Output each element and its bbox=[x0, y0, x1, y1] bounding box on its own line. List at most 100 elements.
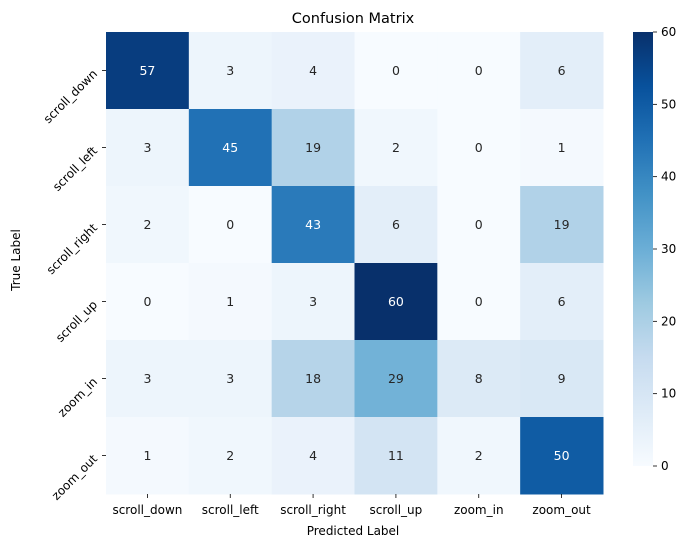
cell-value-label: 50 bbox=[554, 448, 570, 463]
y-axis-ticks: scroll_down scroll_left scroll_rightscroll… bbox=[41, 67, 106, 503]
cell-value-label: 2 bbox=[226, 448, 234, 463]
heatmap-cell bbox=[520, 186, 604, 264]
cell-value-label: 29 bbox=[388, 371, 404, 386]
x-tick-label: zoom_out bbox=[532, 503, 591, 517]
cell-value-label: 1 bbox=[143, 448, 151, 463]
heatmap-cell bbox=[437, 32, 521, 110]
cell-value-label: 3 bbox=[143, 371, 151, 386]
heatmap-cell bbox=[520, 109, 604, 187]
x-tick-label: scroll_down bbox=[112, 503, 182, 517]
x-axis-ticks: scroll_down scroll_left scroll_right scroll… bbox=[112, 494, 591, 517]
cell-value-label: 2 bbox=[475, 448, 483, 463]
cell-value-label: 0 bbox=[475, 63, 483, 78]
heatmap-cell bbox=[520, 417, 604, 495]
cell-value-label: 2 bbox=[143, 217, 151, 232]
heatmap-cell bbox=[354, 417, 438, 495]
heatmap-cell bbox=[188, 417, 273, 495]
heatmap-cell bbox=[437, 186, 521, 264]
heatmap-cell bbox=[437, 109, 521, 187]
x-tick-label: scroll_up bbox=[370, 503, 423, 517]
heatmap-cell bbox=[106, 263, 190, 341]
cell-value-label: 11 bbox=[388, 448, 404, 463]
heatmap-cell bbox=[520, 263, 604, 341]
cell-value-label: 19 bbox=[305, 140, 321, 155]
heatmap-cell bbox=[271, 263, 355, 341]
heatmap-cell bbox=[520, 32, 604, 110]
heatmap-cells bbox=[106, 32, 604, 495]
heatmap-cell bbox=[188, 340, 273, 418]
colorbar-tick-label: 60 bbox=[661, 25, 676, 39]
cell-value-label: 0 bbox=[475, 140, 483, 155]
heatmap-cell bbox=[106, 417, 190, 495]
x-tick-label: scroll_left bbox=[202, 503, 259, 517]
heatmap-cell bbox=[188, 186, 273, 264]
colorbar-tick-label: 0 bbox=[661, 459, 669, 473]
cell-value-label: 57 bbox=[139, 63, 155, 78]
cell-value-label: 2 bbox=[392, 140, 400, 155]
heatmap-cell bbox=[354, 263, 438, 341]
cell-value-label: 0 bbox=[392, 63, 400, 78]
y-tick-label: scroll_right bbox=[44, 221, 101, 278]
y-tick-label: scroll_left bbox=[50, 144, 100, 194]
heatmap-cell bbox=[354, 109, 438, 187]
colorbar-tick-label: 10 bbox=[661, 387, 676, 401]
cell-value-label: 4 bbox=[309, 63, 317, 78]
heatmap-cell bbox=[520, 340, 604, 418]
heatmap-cell bbox=[271, 32, 355, 110]
cell-value-labels: 57 3 4 0 0 63 45 19 2 0 12 0 43 6 0 190 1 3 60 0 63 3 18 29 8 91 2… bbox=[139, 63, 569, 463]
cell-value-label: 9 bbox=[558, 371, 566, 386]
colorbar-ticks: 0 10 20 30 40 50 60 bbox=[653, 25, 676, 473]
cell-value-label: 6 bbox=[392, 217, 400, 232]
cell-value-label: 60 bbox=[388, 294, 404, 309]
heatmap-cell bbox=[188, 109, 273, 187]
cell-value-label: 0 bbox=[226, 217, 234, 232]
y-tick-label: scroll_down bbox=[41, 67, 100, 126]
heatmap-cell bbox=[188, 263, 273, 341]
cell-value-label: 3 bbox=[226, 371, 234, 386]
cell-value-label: 1 bbox=[226, 294, 234, 309]
cell-value-label: 3 bbox=[226, 63, 234, 78]
heatmap-cell bbox=[271, 186, 355, 264]
cell-value-label: 19 bbox=[554, 217, 570, 232]
x-tick-label: zoom_in bbox=[454, 503, 504, 517]
x-axis-label: Predicted Label bbox=[307, 524, 400, 538]
heatmap-cell bbox=[354, 32, 438, 110]
cell-value-label: 0 bbox=[475, 217, 483, 232]
heatmap-cell bbox=[271, 417, 355, 495]
heatmap-cell bbox=[106, 109, 190, 187]
cell-value-label: 18 bbox=[305, 371, 321, 386]
y-tick-label: scroll_up bbox=[53, 298, 100, 345]
heatmap-cell bbox=[354, 186, 438, 264]
heatmap-cell bbox=[106, 32, 190, 110]
colorbar-tick-label: 30 bbox=[661, 242, 676, 256]
cell-value-label: 43 bbox=[305, 217, 321, 232]
heatmap-cell bbox=[271, 109, 355, 187]
heatmap-cell bbox=[188, 32, 273, 110]
heatmap-cell bbox=[437, 340, 521, 418]
cell-value-label: 6 bbox=[558, 294, 566, 309]
colorbar-gradient bbox=[633, 32, 653, 466]
cell-value-label: 45 bbox=[222, 140, 238, 155]
heatmap-cell bbox=[106, 340, 190, 418]
colorbar-tick-label: 50 bbox=[661, 97, 676, 111]
heatmap-cell bbox=[106, 186, 190, 264]
colorbar-tick-label: 20 bbox=[661, 314, 676, 328]
heatmap-cell bbox=[437, 417, 521, 495]
y-tick-label: zoom_out bbox=[49, 452, 100, 503]
chart-title: Confusion Matrix bbox=[292, 11, 415, 27]
colorbar-tick-label: 40 bbox=[661, 170, 676, 184]
x-tick-label: scroll_right bbox=[280, 503, 346, 517]
cell-value-label: 3 bbox=[309, 294, 317, 309]
y-axis-label: True Label bbox=[9, 229, 23, 292]
heatmap-cell bbox=[354, 340, 438, 418]
cell-value-label: 0 bbox=[475, 294, 483, 309]
cell-value-label: 6 bbox=[558, 63, 566, 78]
cell-value-label: 0 bbox=[143, 294, 151, 309]
heatmap-cell bbox=[437, 263, 521, 341]
cell-value-label: 8 bbox=[475, 371, 483, 386]
cell-value-label: 1 bbox=[558, 140, 566, 155]
colorbar: 0 10 20 30 40 50 60 bbox=[633, 25, 676, 473]
y-tick-label: zoom_in bbox=[55, 375, 100, 420]
cell-value-label: 4 bbox=[309, 448, 317, 463]
